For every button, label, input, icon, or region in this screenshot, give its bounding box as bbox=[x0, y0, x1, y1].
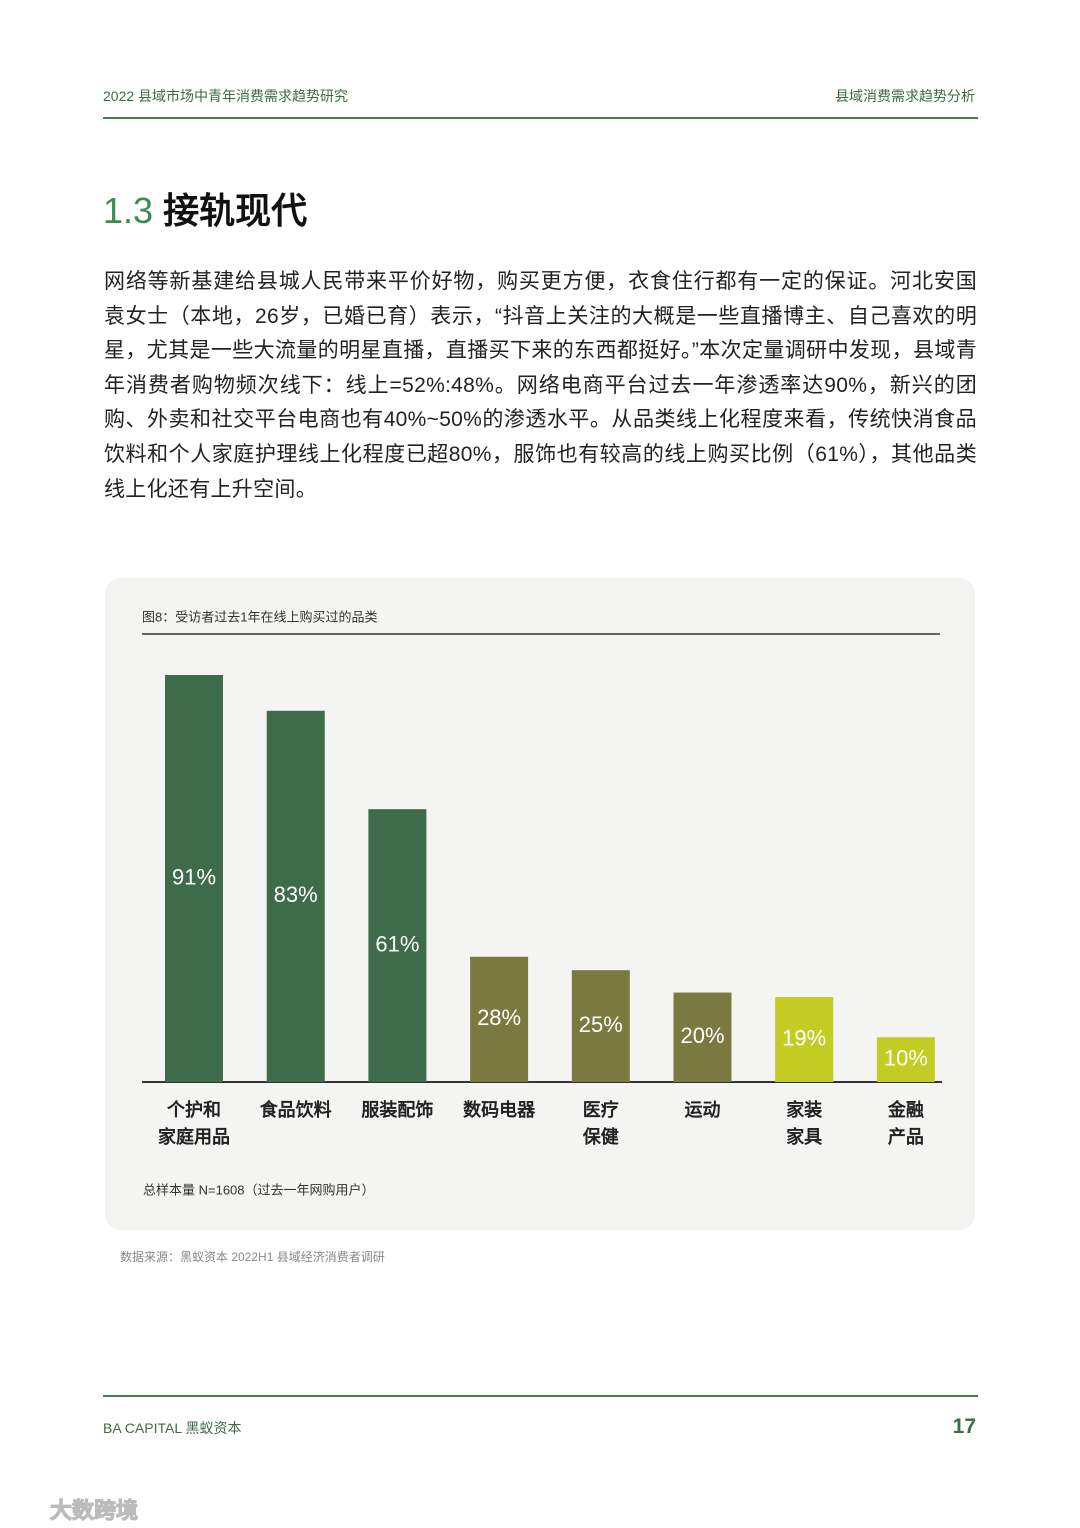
bar bbox=[775, 997, 834, 1082]
value-label: 28% bbox=[477, 1005, 521, 1030]
header-rule bbox=[103, 117, 978, 119]
bar bbox=[266, 710, 325, 1082]
x-tick-label: 服装配饰 bbox=[361, 1099, 433, 1120]
source: 数据来源：黑蚁资本 2022H1 县域经济消费者调研 bbox=[120, 1250, 385, 1264]
x-tick-label: 家具 bbox=[786, 1126, 822, 1147]
value-label: 91% bbox=[172, 864, 216, 889]
value-label: 19% bbox=[782, 1025, 826, 1050]
footer-rule bbox=[103, 1395, 978, 1397]
footer-brand: BA CAPITAL 黑蚁资本 bbox=[103, 1420, 242, 1436]
value-label: 83% bbox=[274, 882, 318, 907]
section-title: 接轨现代 bbox=[163, 190, 308, 231]
x-tick-label: 产品 bbox=[888, 1126, 924, 1147]
x-tick-label: 运动 bbox=[685, 1100, 721, 1120]
bar bbox=[571, 970, 630, 1082]
x-tick-label: 家装 bbox=[786, 1099, 822, 1120]
x-tick-label: 金融 bbox=[887, 1099, 924, 1120]
value-label: 20% bbox=[680, 1023, 724, 1048]
x-tick-label: 个护和 bbox=[166, 1099, 221, 1120]
x-tick-label: 保健 bbox=[582, 1126, 619, 1147]
section-number: 1.3 bbox=[103, 190, 154, 231]
bar bbox=[673, 992, 732, 1082]
value-label: 10% bbox=[884, 1045, 928, 1070]
header-right: 县域消费需求趋势分析 bbox=[835, 88, 975, 104]
value-label: 61% bbox=[375, 931, 419, 956]
x-tick-label: 数码电器 bbox=[463, 1099, 536, 1120]
bar bbox=[368, 809, 427, 1082]
value-label: 25% bbox=[579, 1012, 623, 1037]
bar bbox=[876, 1037, 935, 1082]
header-left: 2022 县域市场中青年消费需求趋势研究 bbox=[103, 88, 349, 104]
bar bbox=[470, 956, 529, 1082]
chart-card bbox=[105, 578, 975, 1230]
chart-note: 总样本量 N=1608（过去一年网购用户） bbox=[143, 1182, 375, 1197]
section-heading: 1.3 接轨现代 bbox=[103, 182, 307, 234]
body-paragraph: 网络等新基建给县城人民带来平价好物，购买更方便，衣食住行都有一定的保证。河北安国… bbox=[104, 270, 977, 501]
bar bbox=[165, 675, 223, 1082]
page-number: 17 bbox=[952, 1415, 976, 1438]
x-tick-label: 家庭用品 bbox=[158, 1126, 230, 1147]
watermark: 大数跨境 bbox=[49, 1498, 139, 1524]
x-tick-label: 食品饮料 bbox=[259, 1099, 332, 1120]
chart-title: 图8：受访者过去1年在线上购买过的品类 bbox=[142, 609, 377, 624]
x-tick-label: 医疗 bbox=[583, 1099, 619, 1120]
